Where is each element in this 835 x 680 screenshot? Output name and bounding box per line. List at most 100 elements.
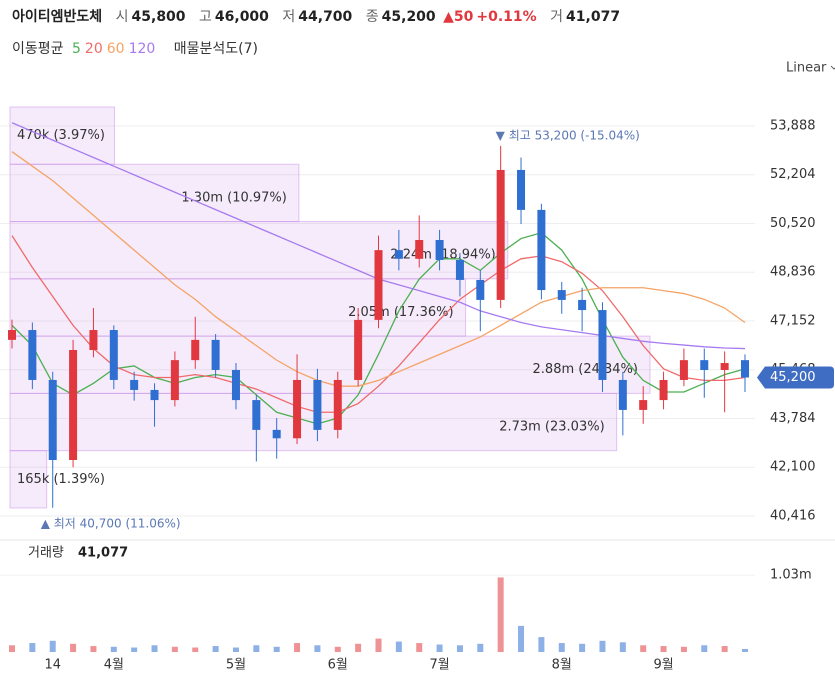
x-tick-label: 9월 [653, 658, 673, 673]
profile-label: 165k (1.39%) [17, 472, 105, 487]
profile-bar [9, 450, 48, 509]
candle-body [557, 290, 566, 300]
candle-body [231, 369, 240, 401]
x-tick-label: 5월 [226, 658, 246, 673]
current-price-box [757, 366, 834, 389]
volume-bar [232, 647, 239, 652]
volume-bar [416, 643, 423, 652]
volume-bar [721, 646, 728, 652]
y-tick-label: 52,204 [770, 167, 816, 182]
volume-bar [518, 625, 525, 652]
volume-bar [90, 646, 97, 652]
y-tick-label: 43,784 [770, 411, 816, 426]
legend-entry[interactable]: 60 [106, 41, 125, 57]
x-tick-label: 14 [44, 658, 61, 673]
candle-body [720, 363, 729, 370]
volume-bar [701, 645, 708, 652]
candle-body [191, 339, 200, 361]
candle-body [8, 330, 16, 340]
profile-label: 2.88m (24.34%) [533, 362, 638, 377]
volume-bar [680, 646, 687, 652]
y-tick-label: 50,520 [770, 216, 816, 231]
scale-button[interactable]: Linear [786, 61, 827, 76]
volume-bar [558, 643, 565, 652]
open-value: 45,800 [131, 9, 186, 25]
volume-bar [477, 643, 484, 652]
legend-entry[interactable]: 20 [84, 41, 103, 57]
low-label: 저 [282, 9, 296, 25]
scale-caret [830, 65, 835, 70]
candle-body [455, 259, 464, 280]
candle-body [639, 400, 648, 410]
legend-title[interactable]: 이동평균 [12, 41, 64, 57]
ma-line [11, 232, 746, 425]
volume-bar [599, 640, 606, 652]
candle-body [333, 379, 342, 430]
candle-body [211, 339, 220, 370]
candle-body [69, 349, 78, 461]
profile-label: 2.24m (18.94%) [390, 248, 495, 263]
volume-bar [49, 640, 56, 652]
candle-body [89, 330, 98, 350]
volume-bar [456, 645, 463, 652]
volume-bar [579, 643, 586, 652]
volume-bar [436, 644, 443, 652]
volume-current: 41,077 [78, 546, 128, 561]
volume-bar [192, 647, 199, 652]
volume-bar [29, 643, 36, 652]
y-tick-label: 40,416 [770, 508, 816, 523]
volume-bar [253, 645, 260, 652]
volume-bar [171, 646, 178, 652]
volume-bar [538, 637, 545, 652]
candle-body [150, 389, 159, 401]
volume-bar [9, 645, 15, 652]
profile-label: 470k (3.97%) [17, 128, 105, 143]
candle-body [354, 319, 363, 380]
candle-body [293, 379, 302, 439]
volume-bar [640, 645, 647, 652]
candle-body [537, 209, 546, 291]
volume-bar [660, 646, 667, 652]
profile-bar [9, 106, 115, 165]
ma-line [11, 235, 746, 413]
candle-body [598, 310, 607, 380]
high-label: 고 [199, 9, 212, 25]
candle-body [659, 379, 668, 401]
ma-legend: 5 20 60 120 [72, 41, 159, 57]
x-tick-label: 8월 [552, 658, 572, 673]
high-annotation: ▼ 최고 53,200 (-15.04%) [496, 128, 640, 142]
candle-body [435, 239, 444, 260]
volume-bar [395, 641, 402, 652]
volume-tick-label: 1.03m [770, 568, 812, 583]
volume-bar [273, 646, 280, 652]
candle-body [130, 379, 139, 390]
y-tick-label: 47,152 [770, 313, 816, 328]
legend: 이동평균 5 20 60 120 매물분석도(7) [12, 38, 262, 58]
close-label: 종 [365, 9, 379, 25]
candle-body [679, 360, 688, 380]
volume-value: 41,077 [566, 9, 621, 25]
profile-bar [9, 221, 509, 280]
volume-bar [334, 646, 341, 652]
profile-bar [9, 163, 300, 223]
legend-entry[interactable]: 120 [128, 41, 156, 57]
legend-entry[interactable]: 5 [71, 41, 81, 57]
profile-toggle[interactable]: 매물분석도(7) [173, 41, 258, 57]
y-tick-label: 48,836 [770, 265, 816, 280]
candle-body [476, 279, 485, 300]
candle-body [170, 360, 179, 401]
candle-body [109, 330, 118, 380]
volume-bar [314, 645, 321, 652]
candle-body [374, 250, 383, 320]
ma-line [11, 151, 746, 387]
low-value: 44,700 [298, 9, 353, 25]
volume-bar [151, 645, 158, 652]
candle-body [618, 379, 627, 410]
candle-body [394, 250, 403, 259]
volume-bar [375, 638, 382, 652]
volume-bar [497, 577, 504, 652]
volume-label: 거 [550, 9, 564, 25]
profile-label: 1.30m (10.97%) [181, 190, 286, 205]
